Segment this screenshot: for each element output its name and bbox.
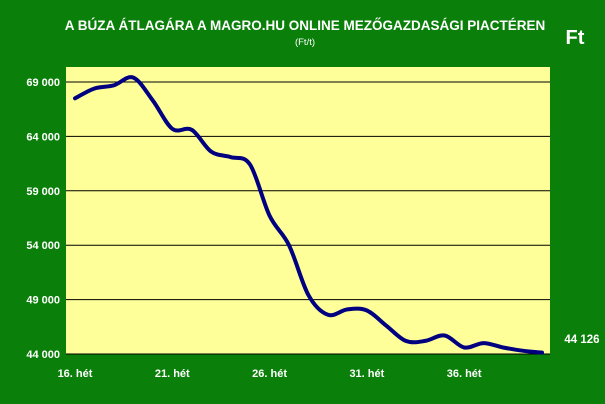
grid [66, 81, 550, 355]
x-tick-label: 36. hét [447, 368, 482, 380]
unit-label: Ft [566, 27, 585, 49]
x-tick-label: 21. hét [155, 368, 190, 380]
x-tick-label: 16. hét [58, 368, 93, 380]
y-tick-label: 54 000 [26, 240, 60, 252]
chart-title: A BÚZA ÁTLAGÁRA A MAGRO.HU ONLINE MEZŐGA… [65, 18, 545, 33]
y-tick-label: 69 000 [26, 77, 60, 89]
plot-area [66, 67, 550, 354]
series-line [73, 75, 544, 355]
chart-subtitle: (Ft/t) [295, 37, 315, 48]
last-value-label: 44 126 [564, 334, 599, 346]
y-tick-label: 49 000 [26, 295, 60, 307]
y-tick-label: 64 000 [26, 131, 60, 143]
y-tick-label: 59 000 [26, 186, 60, 198]
y-tick-label: 44 000 [26, 349, 60, 361]
x-tick-label: 31. hét [349, 368, 384, 380]
y-axis-ticks: 69 000 64 000 59 000 54 000 49 000 44 000 [26, 77, 60, 361]
x-tick-label: 26. hét [252, 368, 287, 380]
x-axis-ticks: 16. hét 21. hét 26. hét 31. hét 36. hét [58, 368, 482, 380]
